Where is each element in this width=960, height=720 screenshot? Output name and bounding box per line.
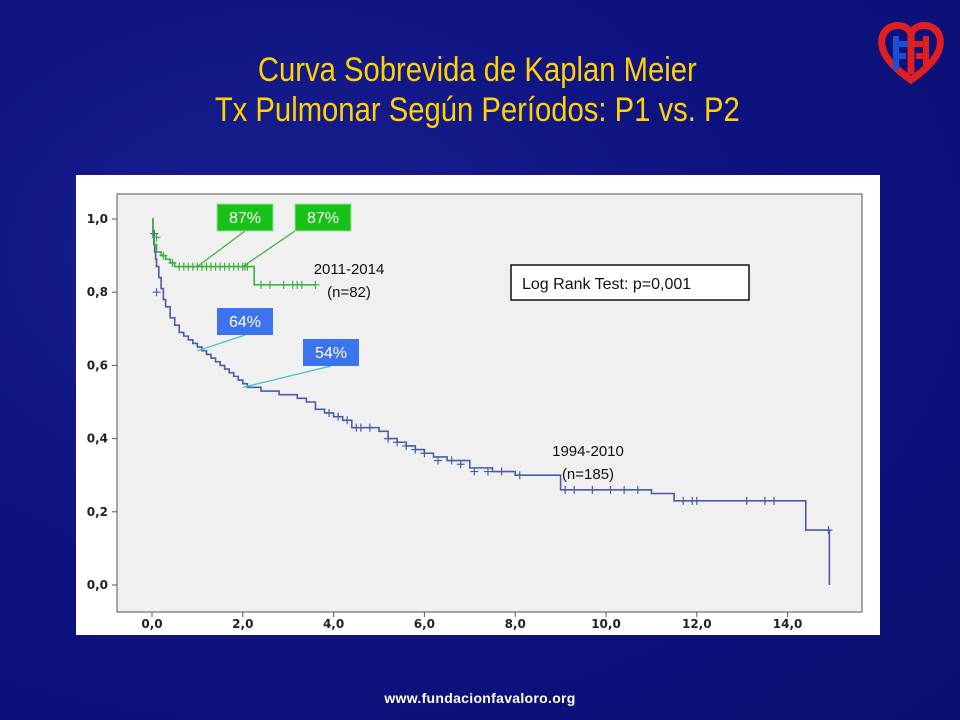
x-tick-label: 12,0 bbox=[682, 617, 712, 631]
censor-mark bbox=[483, 467, 492, 476]
plot-area bbox=[116, 193, 863, 613]
censor-mark bbox=[434, 456, 443, 465]
censor-mark bbox=[152, 233, 161, 242]
censor-mark bbox=[620, 485, 629, 494]
censor-mark bbox=[769, 496, 778, 505]
x-tick-label: 4,0 bbox=[323, 617, 344, 631]
km-chart: 0,0 0,2 0,4 0,6 0,8 1,0 0,0 2,0 4,0 6,0 8,0 10,0 12… bbox=[87, 193, 863, 631]
censor-mark bbox=[760, 496, 769, 505]
series-2011-2014 bbox=[152, 218, 320, 289]
censor-mark bbox=[497, 467, 506, 476]
callout-text: 54% bbox=[315, 345, 347, 362]
censor-mark bbox=[515, 471, 524, 480]
y-tick-label: 0,0 bbox=[87, 578, 108, 592]
y-tick-label: 0,4 bbox=[87, 432, 108, 446]
censor-mark bbox=[402, 441, 411, 450]
label-1994-2010: 1994-2010 (n=185) bbox=[552, 443, 624, 483]
censor-mark bbox=[365, 423, 374, 432]
censor-mark bbox=[159, 251, 168, 260]
censor-mark bbox=[297, 280, 306, 289]
x-tick-label: 2,0 bbox=[232, 617, 253, 631]
censor-mark bbox=[334, 412, 343, 421]
callout-0: 87% bbox=[197, 203, 274, 268]
censor-mark bbox=[152, 288, 161, 297]
censor-mark bbox=[256, 280, 265, 289]
callout-leader-line bbox=[242, 365, 332, 388]
censor-mark bbox=[633, 485, 642, 494]
censor-mark bbox=[456, 460, 465, 469]
title-line-1: Curva Sobrevida de Kaplan Meier bbox=[257, 51, 697, 89]
callout-1: 87% bbox=[242, 203, 352, 268]
censor-mark bbox=[561, 485, 570, 494]
censor-mark bbox=[692, 496, 701, 505]
callout-leader-line bbox=[197, 230, 246, 268]
km-chart-panel: 0,0 0,2 0,4 0,6 0,8 1,0 0,0 2,0 4,0 6,0 8,0 10,0 12… bbox=[76, 175, 880, 635]
censor-mark bbox=[447, 456, 456, 465]
censor-mark bbox=[570, 485, 579, 494]
censor-mark bbox=[266, 280, 275, 289]
censor-mark bbox=[588, 485, 597, 494]
callout-text: 87% bbox=[307, 210, 339, 227]
censor-mark bbox=[824, 526, 833, 535]
title-line-2: Tx Pulmonar Según Períodos: P1 vs. P2 bbox=[214, 91, 740, 129]
censor-mark bbox=[606, 485, 615, 494]
callout-box bbox=[217, 308, 273, 335]
x-axis: 0,0 2,0 4,0 6,0 8,0 10,0 12,0 14,0 bbox=[117, 611, 862, 631]
censor-mark bbox=[356, 423, 365, 432]
footer-url: www.fundacionfavaloro.org bbox=[384, 690, 576, 706]
callout-3: 54% bbox=[242, 339, 359, 388]
y-tick-label: 0,8 bbox=[87, 285, 108, 299]
censor-mark bbox=[393, 438, 402, 447]
callout-layer: 87% 87% 64% 54% bbox=[197, 203, 359, 388]
callout-box bbox=[216, 203, 274, 232]
censor-mark bbox=[279, 280, 288, 289]
series-label-p1-line1: 1994-2010 bbox=[552, 443, 624, 460]
y-tick-label: 0,6 bbox=[87, 358, 108, 372]
censor-mark bbox=[679, 496, 688, 505]
log-rank-box-frame bbox=[510, 264, 750, 301]
log-rank-box: Log Rank Test: p=0,001 bbox=[510, 264, 750, 301]
series-label-p2-line2: (n=82) bbox=[327, 284, 371, 301]
favaloro-heart-logo bbox=[878, 22, 944, 85]
x-tick-label: 10,0 bbox=[591, 617, 621, 631]
y-tick-label: 0,2 bbox=[87, 505, 108, 519]
censor-mark bbox=[384, 434, 393, 443]
slide-title: Curva Sobrevida de Kaplan Meier Tx Pulmo… bbox=[65, 50, 891, 130]
callout-leader-line bbox=[197, 334, 246, 352]
callout-2: 64% bbox=[197, 308, 273, 352]
censor-mark bbox=[325, 408, 334, 417]
callout-box bbox=[294, 203, 352, 232]
series-1994-2010 bbox=[150, 218, 833, 585]
callout-leader-line bbox=[242, 230, 296, 268]
censor-mark bbox=[343, 416, 352, 425]
censor-mark bbox=[311, 280, 320, 289]
series-label-p2-line1: 2011-2014 bbox=[314, 261, 385, 278]
callout-text: 64% bbox=[229, 314, 261, 331]
censor-mark bbox=[411, 445, 420, 454]
x-tick-label: 6,0 bbox=[414, 617, 435, 631]
censor-mark bbox=[420, 449, 429, 458]
y-axis: 0,0 0,2 0,4 0,6 0,8 1,0 bbox=[87, 194, 118, 612]
callout-text: 87% bbox=[229, 210, 261, 227]
y-tick-label: 1,0 bbox=[87, 212, 108, 226]
censor-mark bbox=[742, 496, 751, 505]
censor-mark bbox=[168, 258, 177, 267]
log-rank-text: Log Rank Test: p=0,001 bbox=[522, 276, 691, 293]
callout-box bbox=[303, 339, 359, 366]
x-tick-label: 14,0 bbox=[773, 617, 803, 631]
x-tick-label: 8,0 bbox=[505, 617, 526, 631]
x-tick-label: 0,0 bbox=[141, 617, 162, 631]
censor-mark bbox=[470, 467, 479, 476]
series-label-p1-line2: (n=185) bbox=[562, 466, 614, 483]
label-2011-2014: 2011-2014 (n=82) bbox=[314, 261, 385, 301]
series-layer bbox=[150, 218, 833, 585]
